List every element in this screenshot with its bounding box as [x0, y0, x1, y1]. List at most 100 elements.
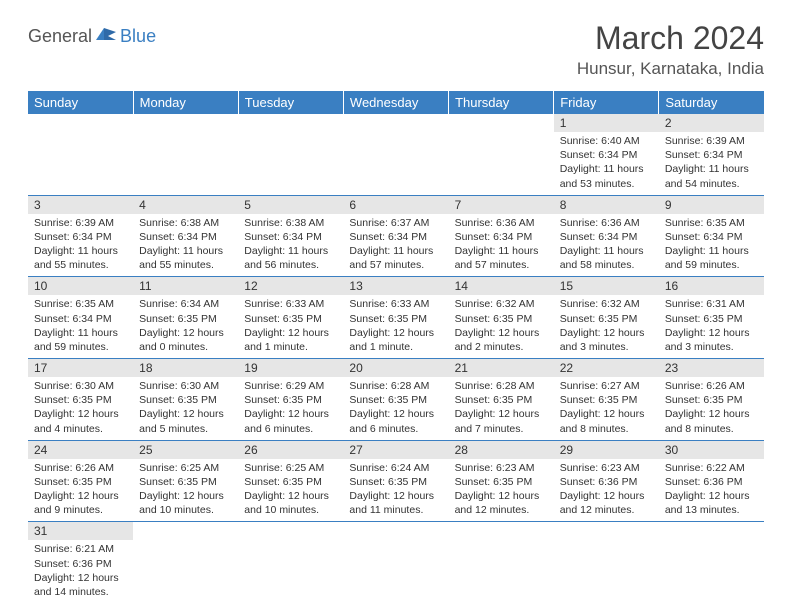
day-details: Sunrise: 6:23 AMSunset: 6:35 PMDaylight:… [449, 459, 554, 522]
day-number: 14 [449, 277, 554, 295]
day-number: 20 [343, 359, 448, 377]
location-text: Hunsur, Karnataka, India [577, 59, 764, 79]
day-number: 25 [133, 441, 238, 459]
sunset-text: Sunset: 6:35 PM [665, 393, 758, 407]
calendar-cell: 5Sunrise: 6:38 AMSunset: 6:34 PMDaylight… [238, 195, 343, 277]
weekday-header-row: Sunday Monday Tuesday Wednesday Thursday… [28, 91, 764, 114]
sunrise-text: Sunrise: 6:35 AM [34, 297, 127, 311]
sunrise-text: Sunrise: 6:33 AM [244, 297, 337, 311]
calendar-cell: 2Sunrise: 6:39 AMSunset: 6:34 PMDaylight… [659, 114, 764, 195]
sunrise-text: Sunrise: 6:39 AM [34, 216, 127, 230]
sunset-text: Sunset: 6:35 PM [34, 475, 127, 489]
calendar-cell: 28Sunrise: 6:23 AMSunset: 6:35 PMDayligh… [449, 440, 554, 522]
daylight-text: Daylight: 12 hours and 5 minutes. [139, 407, 232, 435]
day-details: Sunrise: 6:40 AMSunset: 6:34 PMDaylight:… [554, 132, 659, 195]
calendar-cell: 25Sunrise: 6:25 AMSunset: 6:35 PMDayligh… [133, 440, 238, 522]
weekday-header: Thursday [449, 91, 554, 114]
day-details: Sunrise: 6:32 AMSunset: 6:35 PMDaylight:… [554, 295, 659, 358]
daylight-text: Daylight: 12 hours and 2 minutes. [455, 326, 548, 354]
calendar-cell: 4Sunrise: 6:38 AMSunset: 6:34 PMDaylight… [133, 195, 238, 277]
day-number: 3 [28, 196, 133, 214]
day-details: Sunrise: 6:33 AMSunset: 6:35 PMDaylight:… [343, 295, 448, 358]
daylight-text: Daylight: 12 hours and 6 minutes. [244, 407, 337, 435]
day-details: Sunrise: 6:34 AMSunset: 6:35 PMDaylight:… [133, 295, 238, 358]
day-details: Sunrise: 6:35 AMSunset: 6:34 PMDaylight:… [28, 295, 133, 358]
day-number: 1 [554, 114, 659, 132]
calendar-cell: 19Sunrise: 6:29 AMSunset: 6:35 PMDayligh… [238, 359, 343, 441]
day-number: 11 [133, 277, 238, 295]
sunset-text: Sunset: 6:35 PM [560, 393, 653, 407]
sunrise-text: Sunrise: 6:31 AM [665, 297, 758, 311]
sunrise-text: Sunrise: 6:30 AM [139, 379, 232, 393]
calendar-cell: 17Sunrise: 6:30 AMSunset: 6:35 PMDayligh… [28, 359, 133, 441]
day-details: Sunrise: 6:21 AMSunset: 6:36 PMDaylight:… [28, 540, 133, 603]
day-details: Sunrise: 6:38 AMSunset: 6:34 PMDaylight:… [133, 214, 238, 277]
sunset-text: Sunset: 6:35 PM [139, 312, 232, 326]
day-number: 15 [554, 277, 659, 295]
logo-text-blue: Blue [120, 26, 156, 47]
daylight-text: Daylight: 11 hours and 59 minutes. [665, 244, 758, 272]
daylight-text: Daylight: 12 hours and 8 minutes. [560, 407, 653, 435]
calendar-cell: 16Sunrise: 6:31 AMSunset: 6:35 PMDayligh… [659, 277, 764, 359]
calendar-cell [238, 522, 343, 603]
day-details: Sunrise: 6:26 AMSunset: 6:35 PMDaylight:… [28, 459, 133, 522]
sunrise-text: Sunrise: 6:22 AM [665, 461, 758, 475]
daylight-text: Daylight: 12 hours and 8 minutes. [665, 407, 758, 435]
daylight-text: Daylight: 12 hours and 12 minutes. [560, 489, 653, 517]
sunrise-text: Sunrise: 6:36 AM [455, 216, 548, 230]
daylight-text: Daylight: 12 hours and 3 minutes. [665, 326, 758, 354]
calendar-cell: 20Sunrise: 6:28 AMSunset: 6:35 PMDayligh… [343, 359, 448, 441]
weekday-header: Sunday [28, 91, 133, 114]
daylight-text: Daylight: 12 hours and 1 minute. [244, 326, 337, 354]
sunrise-text: Sunrise: 6:38 AM [139, 216, 232, 230]
day-number: 30 [659, 441, 764, 459]
day-details: Sunrise: 6:31 AMSunset: 6:35 PMDaylight:… [659, 295, 764, 358]
daylight-text: Daylight: 11 hours and 54 minutes. [665, 162, 758, 190]
daylight-text: Daylight: 12 hours and 13 minutes. [665, 489, 758, 517]
calendar-cell [449, 114, 554, 195]
sunrise-text: Sunrise: 6:35 AM [665, 216, 758, 230]
title-block: March 2024 Hunsur, Karnataka, India [577, 20, 764, 79]
calendar-cell: 7Sunrise: 6:36 AMSunset: 6:34 PMDaylight… [449, 195, 554, 277]
calendar-cell [554, 522, 659, 603]
sunset-text: Sunset: 6:36 PM [665, 475, 758, 489]
day-number: 17 [28, 359, 133, 377]
daylight-text: Daylight: 11 hours and 56 minutes. [244, 244, 337, 272]
day-number: 2 [659, 114, 764, 132]
day-number: 26 [238, 441, 343, 459]
sunset-text: Sunset: 6:34 PM [665, 230, 758, 244]
sunrise-text: Sunrise: 6:36 AM [560, 216, 653, 230]
daylight-text: Daylight: 12 hours and 1 minute. [349, 326, 442, 354]
day-number: 5 [238, 196, 343, 214]
day-number: 28 [449, 441, 554, 459]
sunset-text: Sunset: 6:34 PM [665, 148, 758, 162]
sunset-text: Sunset: 6:35 PM [349, 312, 442, 326]
day-details: Sunrise: 6:23 AMSunset: 6:36 PMDaylight:… [554, 459, 659, 522]
daylight-text: Daylight: 12 hours and 4 minutes. [34, 407, 127, 435]
day-details: Sunrise: 6:35 AMSunset: 6:34 PMDaylight:… [659, 214, 764, 277]
sunrise-text: Sunrise: 6:33 AM [349, 297, 442, 311]
sunset-text: Sunset: 6:35 PM [349, 393, 442, 407]
calendar-cell: 3Sunrise: 6:39 AMSunset: 6:34 PMDaylight… [28, 195, 133, 277]
daylight-text: Daylight: 11 hours and 55 minutes. [139, 244, 232, 272]
calendar-week-row: 1Sunrise: 6:40 AMSunset: 6:34 PMDaylight… [28, 114, 764, 195]
day-number: 21 [449, 359, 554, 377]
daylight-text: Daylight: 12 hours and 0 minutes. [139, 326, 232, 354]
sunset-text: Sunset: 6:36 PM [34, 557, 127, 571]
daylight-text: Daylight: 11 hours and 57 minutes. [455, 244, 548, 272]
day-details: Sunrise: 6:32 AMSunset: 6:35 PMDaylight:… [449, 295, 554, 358]
calendar-cell: 6Sunrise: 6:37 AMSunset: 6:34 PMDaylight… [343, 195, 448, 277]
sunrise-text: Sunrise: 6:26 AM [34, 461, 127, 475]
weekday-header: Saturday [659, 91, 764, 114]
sunrise-text: Sunrise: 6:24 AM [349, 461, 442, 475]
logo: General Blue [28, 20, 156, 47]
logo-text-general: General [28, 26, 92, 47]
calendar-cell [28, 114, 133, 195]
sunrise-text: Sunrise: 6:27 AM [560, 379, 653, 393]
sunrise-text: Sunrise: 6:29 AM [244, 379, 337, 393]
day-details: Sunrise: 6:24 AMSunset: 6:35 PMDaylight:… [343, 459, 448, 522]
flag-icon [96, 26, 118, 47]
day-details: Sunrise: 6:36 AMSunset: 6:34 PMDaylight:… [449, 214, 554, 277]
header: General Blue March 2024 Hunsur, Karnatak… [28, 20, 764, 79]
calendar-cell: 23Sunrise: 6:26 AMSunset: 6:35 PMDayligh… [659, 359, 764, 441]
